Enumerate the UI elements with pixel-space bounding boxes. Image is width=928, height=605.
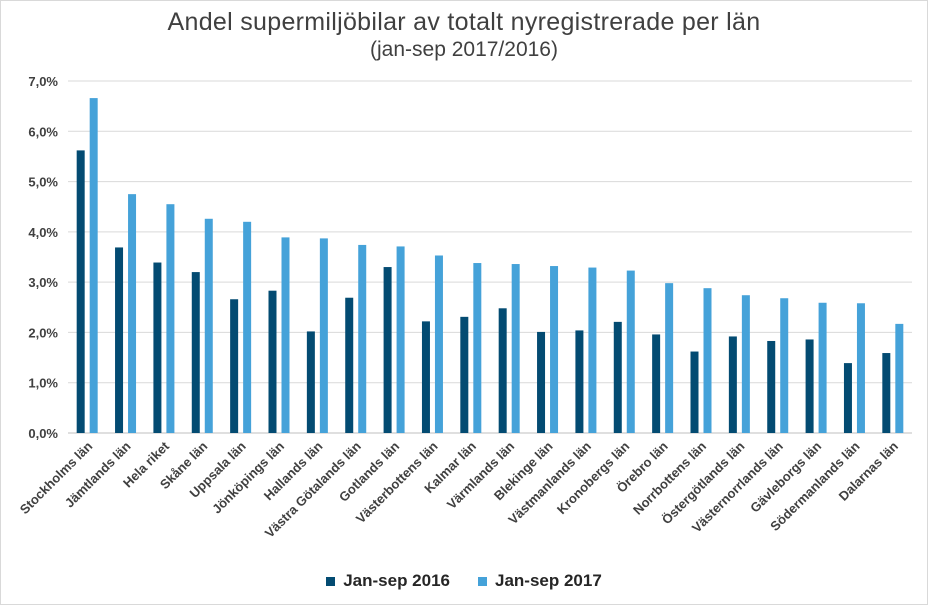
bar-2016: [191, 272, 200, 433]
bar-2016: [421, 321, 430, 433]
bar-2016: [882, 353, 891, 433]
bar-2017: [166, 204, 175, 433]
legend-item-2016: Jan-sep 2016: [326, 571, 450, 591]
bar-2016: [613, 321, 622, 433]
bar-2017: [204, 218, 213, 433]
x-tick-label: Jämtlands län: [62, 438, 134, 510]
bar-2016: [537, 331, 546, 433]
bar-2016: [345, 297, 354, 433]
bar-2017: [396, 246, 405, 433]
bar-2016: [230, 299, 239, 433]
y-tick-label: 1,0%: [28, 376, 58, 391]
y-tick-label: 0,0%: [28, 426, 58, 441]
legend: Jan-sep 2016 Jan-sep 2017: [0, 571, 928, 591]
bar-2016: [268, 290, 277, 433]
bar-2017: [550, 266, 559, 433]
chart-subtitle: (jan-sep 2017/2016): [370, 38, 558, 61]
bar-2017: [626, 270, 635, 433]
bar-2016: [306, 331, 315, 433]
y-tick-label: 2,0%: [28, 325, 58, 340]
bar-2017: [243, 221, 252, 433]
bar-2017: [473, 263, 482, 433]
bar-2016: [115, 247, 124, 433]
bar-2017: [665, 283, 674, 433]
bar-2017: [818, 302, 827, 433]
bar-2016: [498, 308, 507, 433]
bar-2016: [652, 334, 661, 433]
x-tick-label: Värmlands län: [444, 438, 517, 511]
bar-2017: [434, 255, 443, 433]
y-tick-label: 6,0%: [28, 124, 58, 139]
bar-2017: [511, 264, 520, 433]
bar-2017: [703, 288, 712, 433]
y-tick-label: 4,0%: [28, 225, 58, 240]
bar-2017: [128, 194, 137, 433]
bar-2017: [780, 298, 789, 433]
chart-title: Andel supermiljöbilar av totalt nyregist…: [167, 8, 761, 36]
bar-2016: [690, 351, 699, 433]
bar-2016: [575, 330, 584, 433]
bar-2017: [895, 323, 904, 433]
bar-2017: [856, 303, 865, 433]
bar-2016: [843, 363, 852, 433]
y-tick-label: 3,0%: [28, 275, 58, 290]
bar-2016: [76, 150, 85, 433]
bar-2017: [588, 267, 597, 433]
bar-2017: [358, 244, 367, 433]
bar-2017: [741, 295, 750, 433]
bar-2016: [460, 316, 469, 433]
bar-2016: [153, 262, 162, 433]
bar-2016: [728, 336, 737, 433]
legend-label-2016: Jan-sep 2016: [343, 571, 450, 590]
legend-item-2017: Jan-sep 2017: [478, 571, 602, 591]
bar-2017: [281, 237, 290, 433]
bar-2016: [805, 339, 814, 433]
legend-swatch-2017: [478, 576, 487, 586]
y-tick-label: 5,0%: [28, 175, 58, 190]
bar-2016: [383, 267, 392, 433]
bar-2016: [767, 340, 776, 433]
legend-label-2017: Jan-sep 2017: [495, 571, 602, 590]
legend-swatch-2016: [326, 576, 336, 586]
bar-2017: [319, 238, 328, 433]
y-tick-label: 7,0%: [28, 74, 58, 89]
bar-2017: [89, 98, 98, 434]
